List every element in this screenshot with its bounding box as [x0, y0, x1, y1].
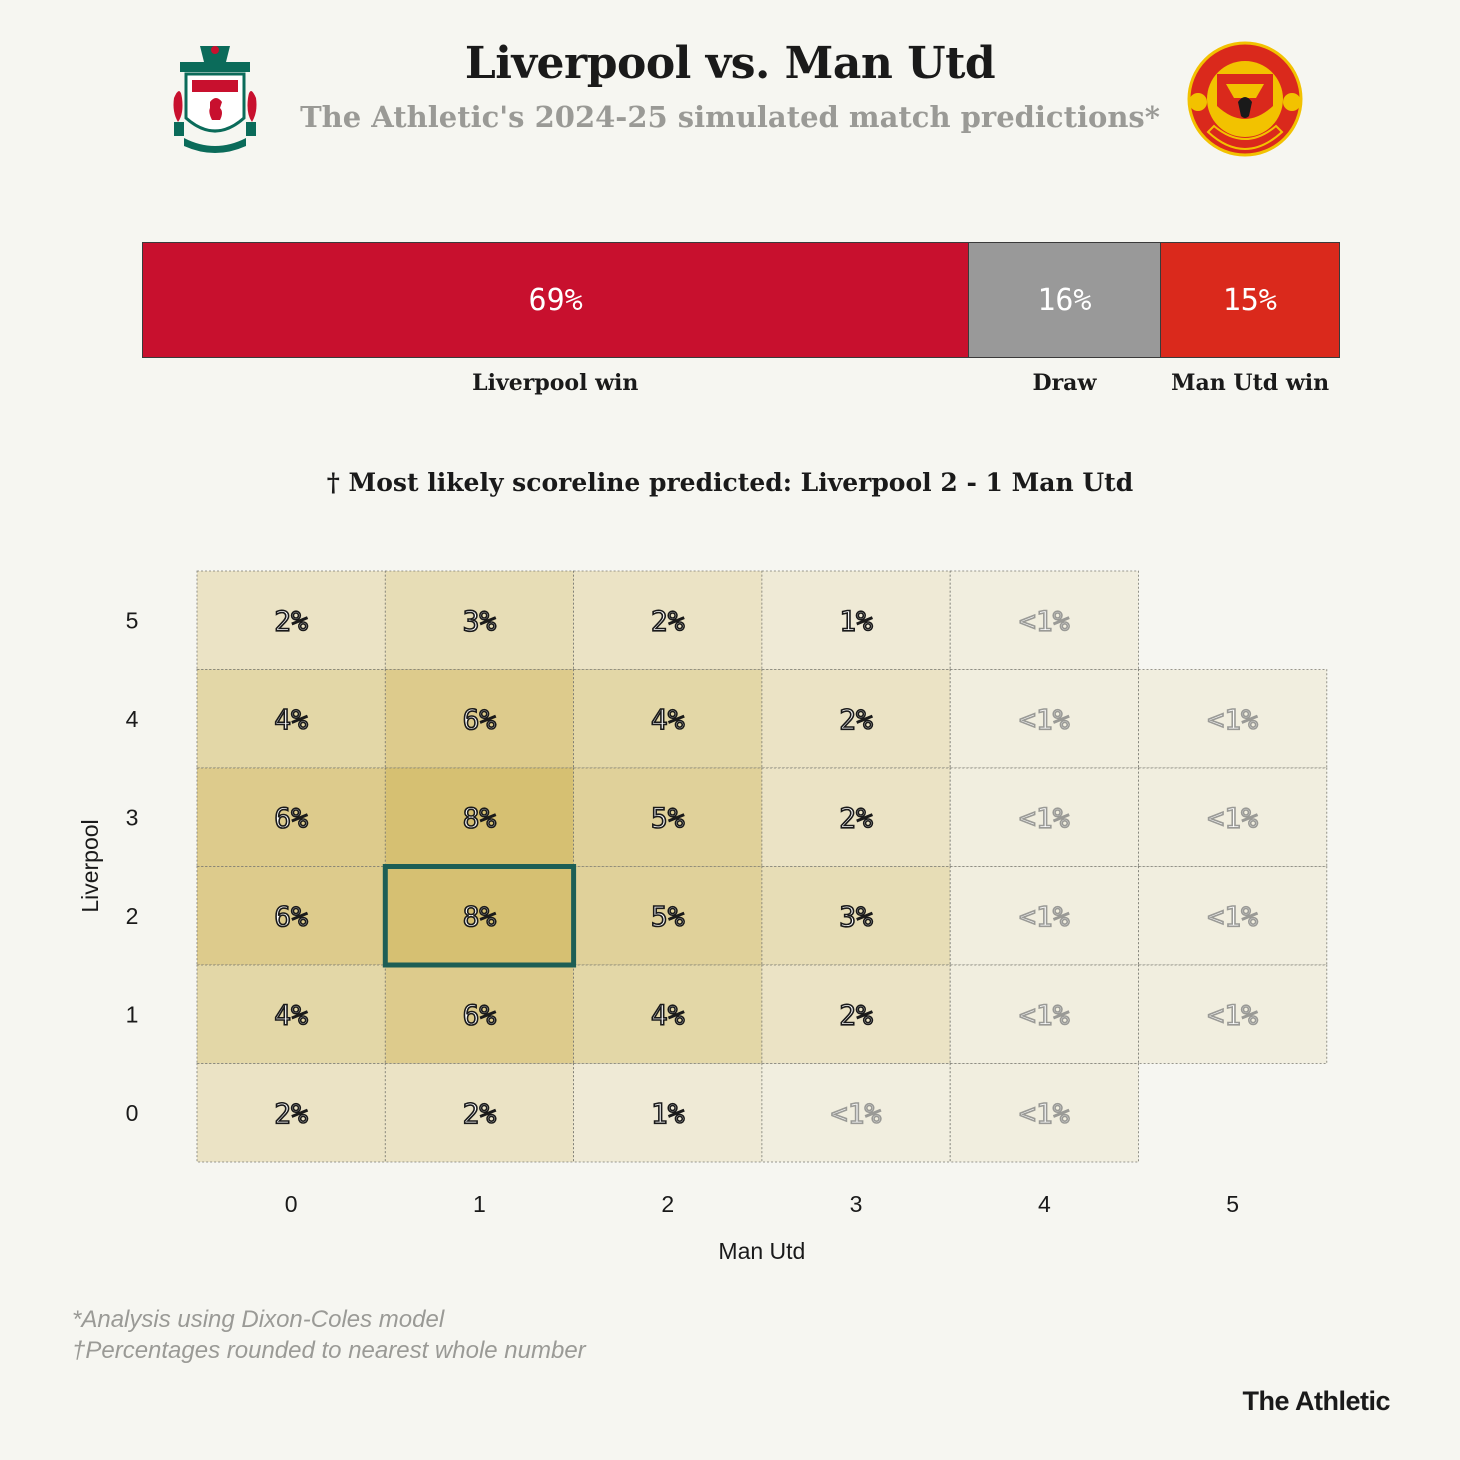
most-likely-highlight [382, 864, 577, 968]
heatmap-cell [949, 767, 1139, 867]
heatmap-cell-label: 2% [839, 703, 873, 736]
heatmap-cell-label: 2% [651, 604, 685, 637]
heatmap-cell-label: <1% [1019, 604, 1070, 637]
the-athletic-logo: The Athletic [1242, 1386, 1390, 1416]
heatmap-cell-label: <1% [1019, 900, 1070, 933]
outcome-label: Draw [1032, 370, 1097, 396]
heatmap-cell-label: 6% [274, 801, 308, 834]
heatmap-cell-label: <1% [1019, 998, 1070, 1031]
heatmap-cell-label: 1% [651, 1097, 685, 1130]
x-tick-label: 0 [285, 1191, 298, 1217]
outcome-label: Man Utd win [1171, 370, 1330, 396]
chart-subtitle: The Athletic's 2024-25 simulated match p… [300, 100, 1160, 134]
heatmap-cell-label: <1% [1207, 801, 1258, 834]
heatmap-cell-label: 3% [839, 900, 873, 933]
y-tick-label: 0 [126, 1100, 139, 1126]
outcome-label: Liverpool win [472, 370, 639, 396]
heatmap-cell-label: <1% [1207, 998, 1258, 1031]
heatmap-cell [573, 866, 763, 966]
heatmap-cell [949, 570, 1139, 670]
x-tick-label: 3 [850, 1191, 863, 1217]
outcome-value: 16% [1037, 282, 1092, 318]
y-tick-label: 1 [126, 1001, 139, 1027]
outcome-segment: 16% [968, 243, 1160, 357]
heatmap-cell-label: 6% [463, 703, 497, 736]
y-tick-label: 3 [126, 804, 139, 830]
most-likely-scoreline: † Most likely scoreline predicted: Liver… [326, 468, 1134, 497]
heatmap-cell [761, 866, 951, 966]
heatmap-cell [384, 964, 574, 1064]
heatmap-cell-label: 2% [274, 1097, 308, 1130]
manchester-united-crest-logo [1187, 41, 1303, 157]
outcome-probability-bar: 69% 16% 15% [142, 242, 1340, 358]
heatmap-cell [949, 1063, 1139, 1163]
x-tick-label: 4 [1038, 1191, 1051, 1217]
heatmap-cell-label: 3% [463, 604, 497, 637]
heatmap-cell-label: 2% [839, 801, 873, 834]
heatmap-cell-label: 5% [651, 801, 685, 834]
heatmap-cell [573, 570, 763, 670]
heatmap-cell [196, 669, 386, 769]
heatmap-cell [949, 669, 1139, 769]
heatmap-cell-label: <1% [1019, 1097, 1070, 1130]
liverpool-crest-logo [173, 46, 257, 153]
heatmap-cell [384, 1063, 574, 1163]
heatmap-cell-label: 4% [651, 998, 685, 1031]
heatmap-cell-label: 8% [463, 801, 497, 834]
heatmap-cell [761, 1063, 951, 1163]
heatmap-cell-label: 1% [839, 604, 873, 637]
heatmap-cell [761, 964, 951, 1064]
heatmap-cell-label: <1% [1207, 703, 1258, 736]
y-tick-label: 5 [126, 607, 139, 633]
heatmap-cell [949, 964, 1139, 1064]
heatmap-cell [573, 1063, 763, 1163]
y-tick-label: 2 [126, 903, 139, 929]
footnote-model: *Analysis using Dixon-Coles model [72, 1306, 445, 1333]
chart-title: Liverpool vs. Man Utd [464, 38, 996, 89]
heatmap-cell [1138, 964, 1328, 1064]
scoreline-heatmap: 2% 3% 2% 1% <1% 4% 6% 4% 2% <1% <1% 6% 8% 5% 2% <1% <1% 6… [77, 570, 1328, 1264]
footnote-rounding: †Percentages rounded to nearest whole nu… [72, 1337, 586, 1364]
heatmap-cell-label: 5% [651, 900, 685, 933]
heatmap-cell-label: 2% [463, 1097, 497, 1130]
x-tick-label: 2 [661, 1191, 674, 1217]
heatmap-cell [573, 669, 763, 769]
y-axis-title: Liverpool [77, 819, 103, 912]
heatmap-cell [196, 570, 386, 670]
heatmap-cell [1138, 866, 1328, 966]
heatmap-cell [573, 767, 763, 867]
heatmap-cell-label: 8% [463, 900, 497, 933]
x-axis-title: Man Utd [718, 1238, 805, 1264]
heatmap-cell [196, 964, 386, 1064]
heatmap-cell-label: 6% [274, 900, 308, 933]
heatmap-cell [761, 570, 951, 670]
heatmap-cell-label: <1% [1019, 801, 1070, 834]
outcome-value: 69% [528, 282, 583, 318]
outcome-segment: 15% [1159, 243, 1339, 357]
outcome-segment: 69% [143, 243, 969, 357]
x-tick-label: 5 [1226, 1191, 1239, 1217]
y-tick-label: 4 [126, 706, 139, 732]
heatmap-cell [761, 767, 951, 867]
heatmap-cell-label: 2% [839, 998, 873, 1031]
x-tick-label: 1 [473, 1191, 486, 1217]
heatmap-cell [949, 866, 1139, 966]
heatmap-cell [384, 767, 574, 867]
heatmap-cell-label: <1% [1207, 900, 1258, 933]
heatmap-cell-label: <1% [1019, 703, 1070, 736]
heatmap-cell-label: 4% [274, 998, 308, 1031]
heatmap-cell-label: 2% [274, 604, 308, 637]
heatmap-cell-label: 4% [651, 703, 685, 736]
heatmap-cell-label: 6% [463, 998, 497, 1031]
heatmap-cell [196, 767, 386, 867]
outcome-value: 15% [1222, 282, 1277, 318]
heatmap-cell-label: 4% [274, 703, 308, 736]
heatmap-cell [1138, 767, 1328, 867]
heatmap-cell-label: <1% [831, 1097, 882, 1130]
heatmap-cell [1138, 669, 1328, 769]
